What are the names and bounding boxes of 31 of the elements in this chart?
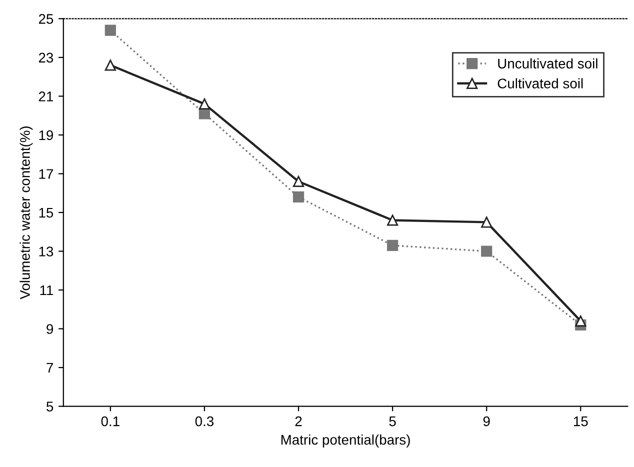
x-tick-label: 9: [483, 416, 490, 426]
x-tick-label: 5: [389, 416, 396, 426]
y-tick-label: 23: [38, 52, 54, 63]
y-tick-label: 9: [46, 324, 54, 334]
y-tick-label: 7: [46, 363, 53, 373]
point: [198, 98, 210, 110]
point: [292, 191, 304, 203]
x-tick-label: 2: [295, 416, 302, 426]
point: [386, 240, 398, 251]
point: [292, 176, 304, 188]
y-tick-label: 25: [38, 14, 54, 24]
y-tick-label: 5: [46, 402, 54, 412]
y-axis-title: Volumetric water content(%): [20, 126, 33, 300]
legend-label: Uncultivated soil: [498, 58, 598, 69]
y-tick-label: 13: [39, 246, 54, 256]
x-axis-title: Matric potential(bars): [281, 434, 410, 448]
y-tick-label: 11: [40, 285, 53, 296]
point: [575, 315, 586, 327]
legend-label: Cultivated soil: [498, 78, 583, 88]
x-tick-label: 0.3: [195, 416, 214, 426]
x-tick-label: 15: [574, 416, 588, 426]
point: [104, 24, 116, 36]
y-tick-label: 19: [39, 130, 54, 140]
point: [481, 246, 492, 257]
point: [481, 216, 492, 228]
point: [386, 214, 398, 226]
point: [104, 60, 116, 71]
y-tick-label: 15: [39, 208, 54, 218]
y-tick-label: 17: [39, 169, 53, 179]
x-tick-label: 0.1: [101, 416, 120, 426]
y-tick-label: 21: [38, 92, 53, 102]
